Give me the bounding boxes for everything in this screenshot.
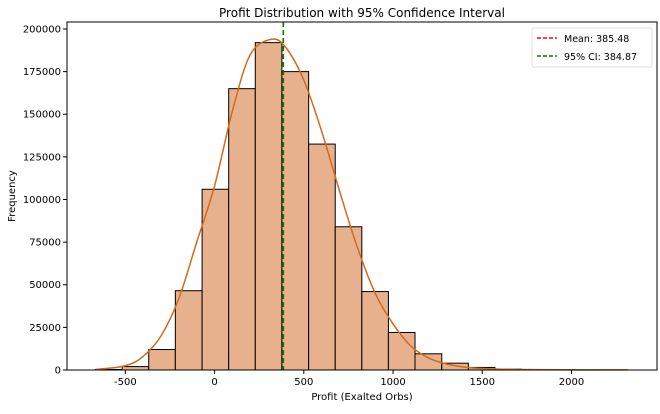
x-tick-label: 500 bbox=[294, 377, 313, 388]
histogram-bar bbox=[149, 350, 176, 370]
y-tick-label: 200000 bbox=[23, 24, 61, 35]
legend: Mean: 385.48 95% CI: 384.87 bbox=[532, 28, 652, 67]
histogram-bar bbox=[202, 189, 229, 370]
y-tick-label: 75000 bbox=[29, 238, 61, 249]
histogram-bar bbox=[282, 72, 309, 370]
chart-title: Profit Distribution with 95% Confidence … bbox=[219, 6, 505, 20]
y-tick-label: 25000 bbox=[29, 323, 61, 334]
y-tick-label: 0 bbox=[55, 366, 61, 377]
histogram-bar bbox=[122, 367, 149, 370]
y-tick-label: 100000 bbox=[23, 195, 61, 206]
x-tick-label: 0 bbox=[211, 377, 217, 388]
histogram-bar bbox=[309, 144, 336, 370]
y-tick-label: 150000 bbox=[23, 110, 61, 121]
y-tick-label: 175000 bbox=[23, 67, 61, 78]
histogram-bar bbox=[175, 291, 202, 370]
histogram-bar bbox=[362, 292, 389, 370]
histogram-bar bbox=[229, 89, 256, 370]
x-tick-label: 2000 bbox=[559, 377, 584, 388]
histogram-bar bbox=[388, 332, 415, 370]
legend-mean-label: Mean: 385.48 bbox=[564, 34, 629, 45]
x-tick-label: 1000 bbox=[380, 377, 405, 388]
histogram-bar bbox=[255, 43, 282, 370]
x-axis-label: Profit (Exalted Orbs) bbox=[311, 392, 412, 403]
x-tick-label: -500 bbox=[114, 377, 137, 388]
legend-ci-label: 95% CI: 384.87 bbox=[564, 52, 637, 63]
y-axis-label: Frequency bbox=[7, 170, 18, 222]
x-tick-label: 1500 bbox=[470, 377, 495, 388]
y-tick-label: 50000 bbox=[29, 280, 61, 291]
y-tick-label: 125000 bbox=[23, 152, 61, 163]
